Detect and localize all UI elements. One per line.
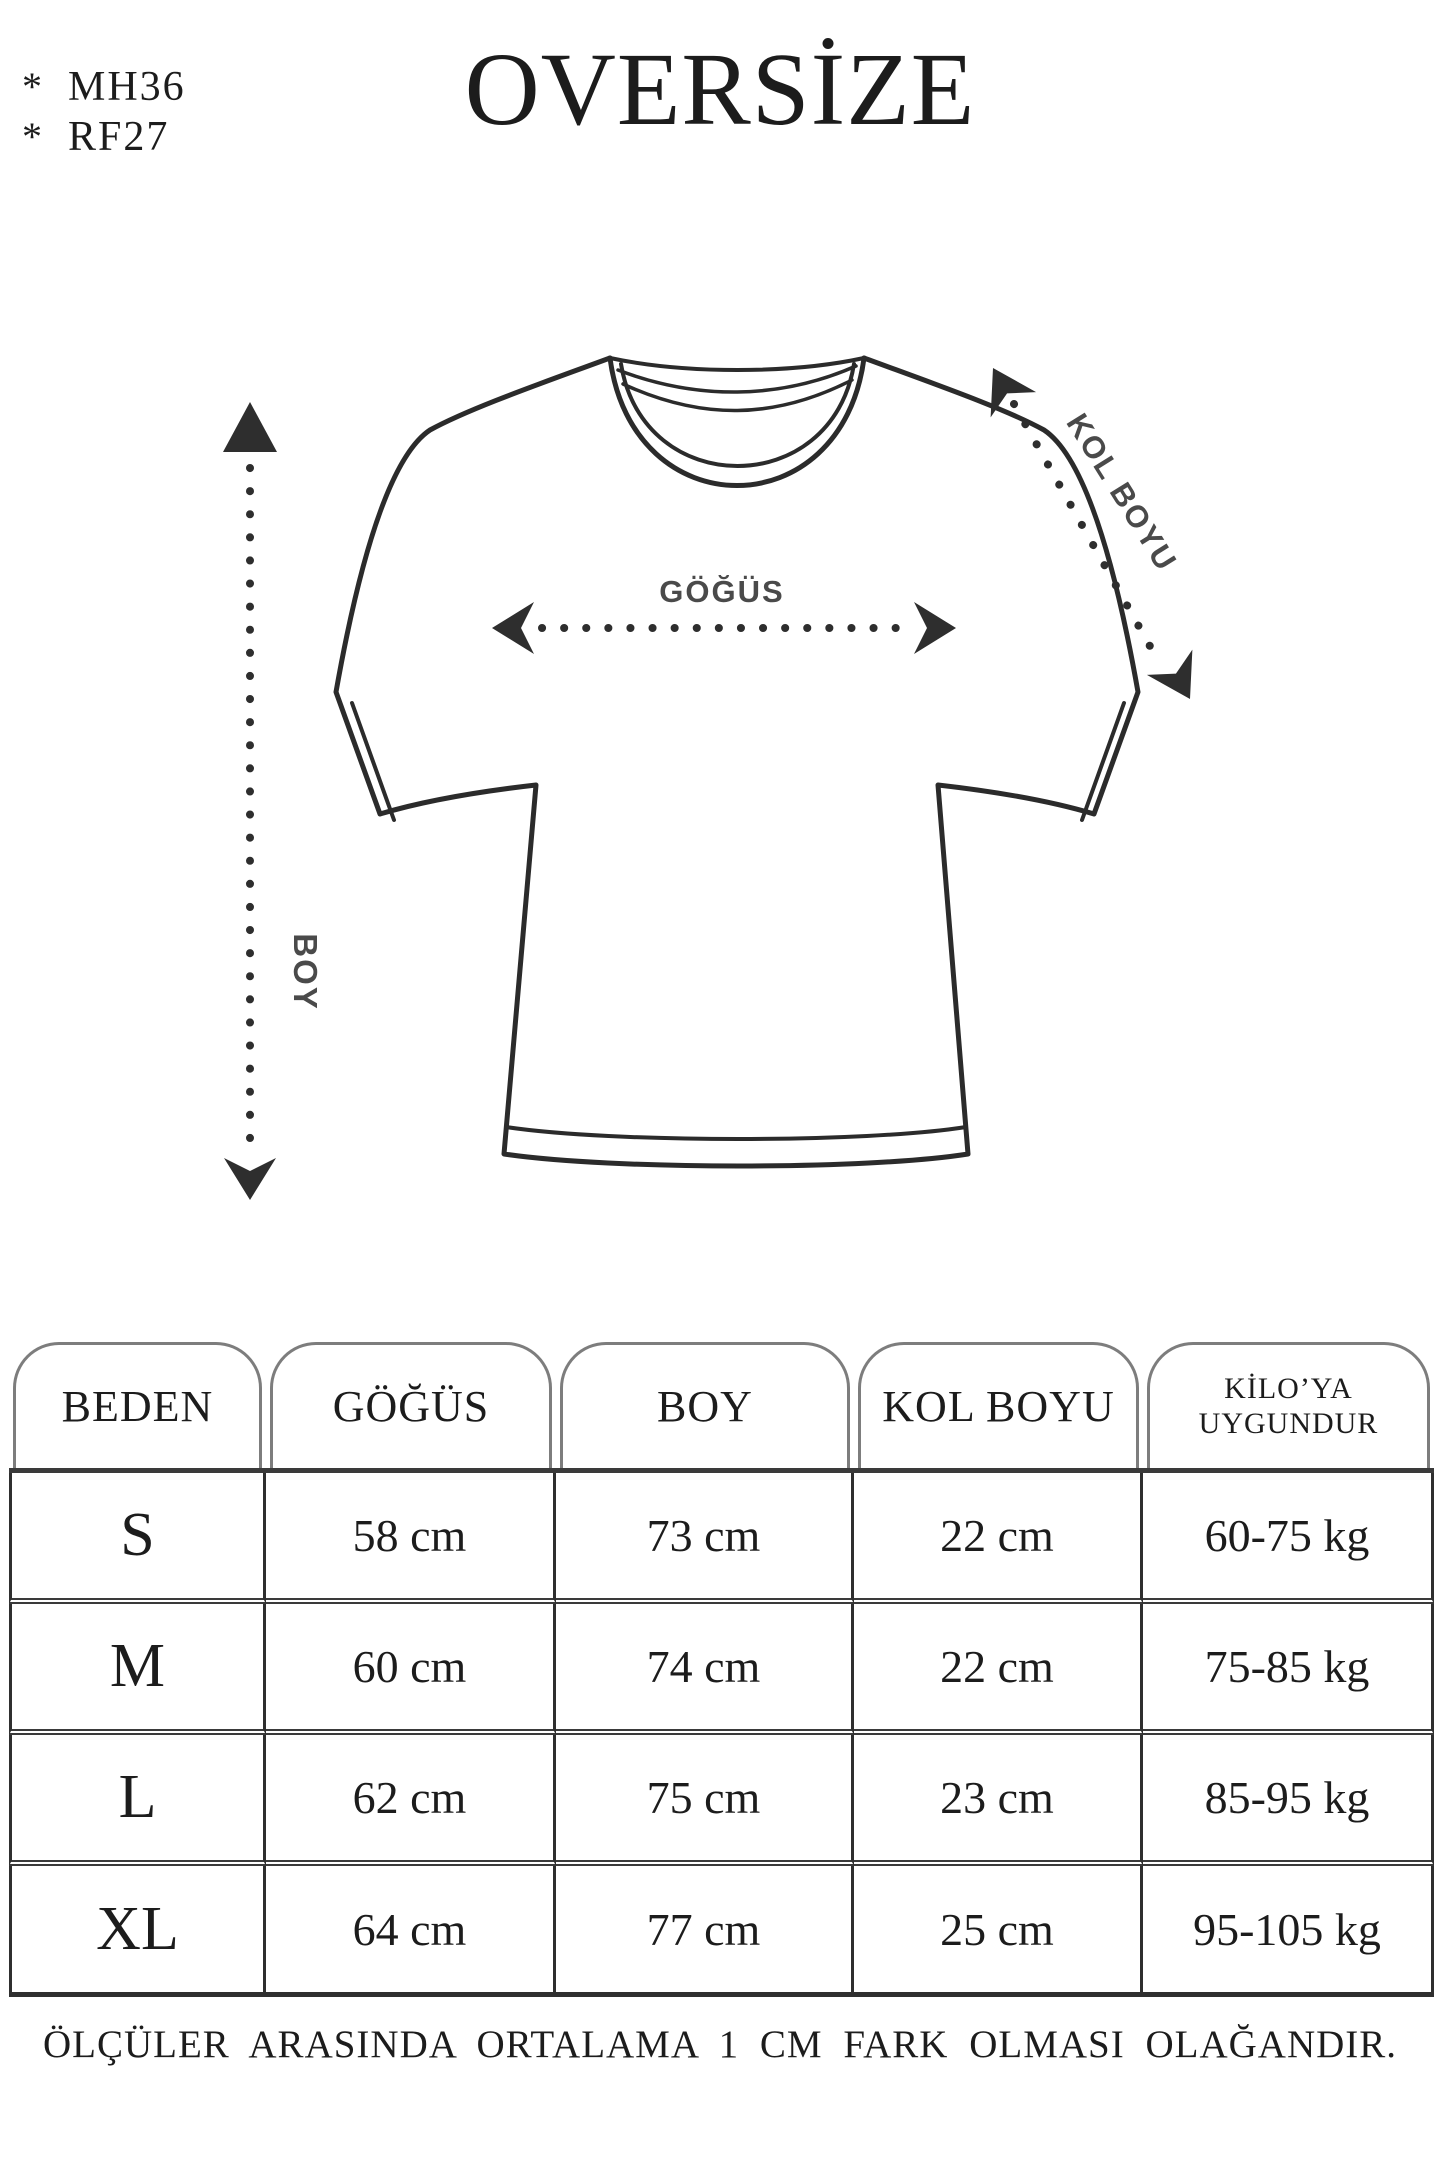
asterisk-bullet: * <box>22 114 42 159</box>
header-cell-kol-boyu: KOL BOYU <box>854 1340 1143 1473</box>
length-label: BOY <box>287 933 324 1011</box>
sleeve-cell: 22 cm <box>854 1604 1143 1735</box>
length-cell: 73 cm <box>556 1473 854 1604</box>
column-header: BEDEN <box>13 1342 262 1468</box>
header-cell-beden: BEDEN <box>9 1340 266 1473</box>
chest-cell: 64 cm <box>266 1866 556 1997</box>
size-cell: XL <box>9 1866 266 1997</box>
weight-cell: 60-75 kg <box>1143 1473 1434 1604</box>
tshirt-measurement-diagram: GÖĞÜS KOL BOYU BOY <box>223 355 1193 1200</box>
length-cell: 74 cm <box>556 1604 854 1735</box>
chest-cell: 60 cm <box>266 1604 556 1735</box>
tolerance-footnote: ÖLÇÜLER ARASINDA ORTALAMA 1 CM FARK OLMA… <box>42 2023 1398 2066</box>
size-cell: S <box>9 1473 266 1604</box>
sleeve-arrow: KOL BOYU <box>990 368 1193 699</box>
size-cell: L <box>9 1735 266 1866</box>
chest-label: GÖĞÜS <box>659 574 784 609</box>
product-code: RF27 <box>68 114 170 160</box>
sleeve-cell: 23 cm <box>854 1735 1143 1866</box>
tshirt-outline <box>333 355 1141 1169</box>
product-codes: * MH36 * RF27 <box>22 62 186 162</box>
column-header: BOY <box>560 1342 850 1468</box>
chest-cell: 62 cm <box>266 1735 556 1866</box>
weight-cell: 75-85 kg <box>1143 1604 1434 1735</box>
page-title: OVERSİZE <box>464 32 976 147</box>
sleeve-cell: 22 cm <box>854 1473 1143 1604</box>
weight-cell: 95-105 kg <box>1143 1866 1434 1997</box>
sleeve-label: KOL BOYU <box>1060 407 1185 577</box>
column-header: KİLO’YA UYGUNDUR <box>1147 1342 1430 1468</box>
product-code-row: * MH36 <box>22 62 186 112</box>
header-cell-boy: BOY <box>556 1340 854 1473</box>
product-code-row: * RF27 <box>22 112 186 162</box>
asterisk-bullet: * <box>22 64 42 109</box>
chest-arrow: GÖĞÜS <box>492 574 956 654</box>
length-arrow: BOY <box>223 402 324 1200</box>
column-header: KOL BOYU <box>858 1342 1139 1468</box>
chest-cell: 58 cm <box>266 1473 556 1604</box>
column-header: GÖĞÜS <box>270 1342 552 1468</box>
size-cell: M <box>9 1604 266 1735</box>
size-table: BEDEN GÖĞÜS BOY KOL BOYU KİLO’YA UYGUNDU… <box>9 1340 1434 1997</box>
header-cell-kiloya-uygundur: KİLO’YA UYGUNDUR <box>1143 1340 1434 1473</box>
sleeve-cell: 25 cm <box>854 1866 1143 1997</box>
header-cell-gogus: GÖĞÜS <box>266 1340 556 1473</box>
length-cell: 75 cm <box>556 1735 854 1866</box>
length-cell: 77 cm <box>556 1866 854 1997</box>
weight-cell: 85-95 kg <box>1143 1735 1434 1866</box>
product-code: MH36 <box>68 64 186 110</box>
